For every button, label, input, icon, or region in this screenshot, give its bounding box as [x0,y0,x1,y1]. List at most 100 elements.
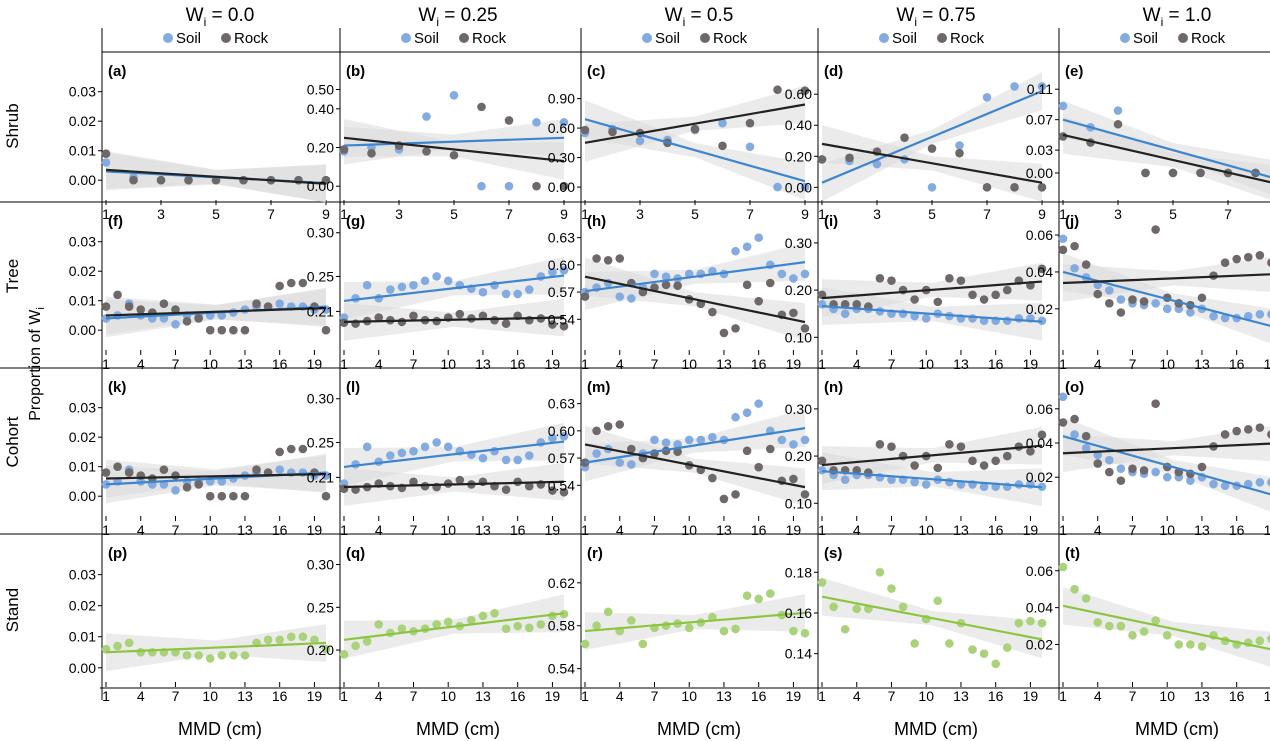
point-soil [650,269,659,279]
point-stand [194,651,203,660]
point-rock [252,465,261,474]
point-rock [754,462,763,472]
fit-line-rock [1062,273,1270,285]
y-tick-label: 0.60 [548,257,575,273]
point-rock [182,483,192,492]
y-tick-label: 0.21 [307,303,334,319]
panel-a: 0.00 0.01 0.02 0.03 1 3 5 7 9 (a) [69,63,331,222]
y-tick-label: 0.30 [307,391,334,407]
point-rock [548,486,557,495]
x-tick-label: 7 [172,688,180,704]
x-tick-label: 7 [505,206,513,222]
point-rock [1081,431,1091,441]
x-tick-label: 7 [888,688,896,704]
fit-line-stand [343,612,565,641]
panel-letter: (o) [1065,379,1084,396]
y-tick-label: 0.60 [785,86,812,102]
x-tick-label: 13 [475,356,491,372]
panel-letter: (c) [587,63,605,80]
x-tick-label: 3 [157,206,165,222]
panel-letter: (n) [824,379,843,396]
fit-line-rock [821,280,1043,300]
point-rock [845,153,854,163]
point-soil [754,399,763,408]
point-soil [627,294,636,303]
x-tick-label: 16 [272,688,288,704]
x-tick-label: 10 [918,522,934,538]
point-soil [731,412,740,422]
point-rock [1002,451,1012,461]
y-tick-label: 0.18 [785,564,812,580]
point-stand [443,617,453,627]
x-tick-label: 4 [137,688,145,704]
point-stand [362,637,372,646]
point-stand [731,624,740,634]
panel-letter: (b) [346,63,365,80]
x-tick-label: 3 [636,206,644,222]
x-tick-label: 13 [716,356,732,372]
legend-rock-marker [937,33,947,43]
x-tick-label: 19 [545,688,561,704]
x-tick-label: 4 [1094,522,1102,538]
point-soil [615,292,625,301]
fit-line-rock [584,275,806,324]
point-rock [615,420,625,429]
point-soil [171,320,180,329]
point-stand [840,624,850,634]
y-tick-label: 0.30 [307,225,334,241]
point-rock [673,447,682,457]
panel-letter: (s) [824,545,842,562]
point-rock [124,302,134,311]
point-soil [275,299,284,308]
x-tick-label: 19 [786,688,802,704]
x-tick-label: 19 [307,356,323,372]
point-rock [339,318,349,328]
legend-soil-label: Soil [1133,30,1158,47]
x-tick-label: 13 [1194,356,1210,372]
x-tick-label: 7 [410,356,418,372]
y-tick-label: 0.03 [69,567,96,583]
point-stand [1070,584,1079,594]
point-rock [1168,168,1178,178]
point-stand [742,591,752,600]
point-soil [513,455,522,465]
y-tick-label: 0.30 [785,401,812,417]
point-soil [449,90,459,100]
point-stand [1081,594,1091,603]
point-stand [592,621,601,631]
x-tick-label: 5 [450,206,458,222]
point-soil [409,446,418,456]
point-soil [789,274,798,283]
point-rock [800,324,810,333]
y-tick-label: 0.10 [785,495,812,511]
x-tick-label: 4 [375,356,383,372]
x-tick-label: 19 [1264,522,1270,538]
fit-line-soil [584,427,806,464]
x-tick-label: 4 [853,688,861,704]
y-tick-label: 0.54 [548,477,575,493]
x-tick-label: 10 [918,688,934,704]
point-stand [397,624,407,633]
point-rock [321,325,331,335]
x-tick-label: 19 [1264,688,1270,704]
point-rock [627,444,636,454]
x-tick-label: 5 [212,206,220,222]
point-soil [1081,443,1091,453]
point-soil [101,158,111,167]
point-soil [420,276,430,286]
x-tick-label: 13 [237,688,253,704]
point-stand [351,641,360,651]
legend-soil-label: Soil [176,30,201,47]
x-tick-label: 13 [1194,522,1210,538]
point-stand [536,620,546,629]
point-rock [900,133,909,142]
point-soil [745,142,755,152]
point-rock [1105,467,1114,477]
legend-rock-marker [700,33,710,43]
x-tick-label: 19 [1264,356,1270,372]
point-rock [708,307,717,317]
panel-m: 0.54 0.57 0.60 0.63 1 4 7 10 13 16 19 (m) [548,379,810,538]
point-rock [840,299,850,309]
point-rock [1037,430,1047,440]
point-rock [945,273,954,283]
